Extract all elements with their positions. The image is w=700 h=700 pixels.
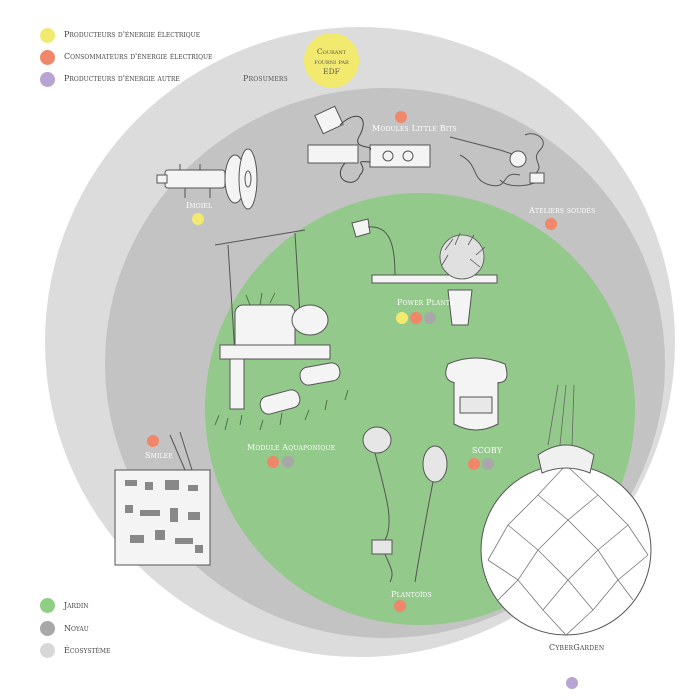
legend-dot-garden bbox=[40, 598, 55, 613]
circuit-board-sketch bbox=[110, 430, 215, 565]
label-plantoids: Plantoïds bbox=[391, 590, 432, 599]
dot-little-bits-consumer bbox=[395, 111, 407, 123]
dot-soldering-consumer bbox=[545, 218, 557, 230]
legend-label-electric-producer: Producteurs d'énergie électrique bbox=[64, 30, 201, 39]
dot-scoby-core bbox=[482, 458, 494, 470]
dot-cybergarden-other bbox=[566, 677, 578, 689]
dot-power-plant-producer bbox=[396, 312, 408, 324]
legend-dot-electric-consumer bbox=[40, 50, 55, 65]
motor-sketch bbox=[155, 145, 265, 215]
legend-label-other-producer: Producteurs d'énergie autre bbox=[64, 74, 180, 83]
legend-label-ecosystem: Écosystème bbox=[64, 646, 111, 655]
dot-plantoids-consumer bbox=[394, 600, 406, 612]
dot-aquaponic-consumer bbox=[267, 456, 279, 468]
label-aquaponic: Module Aquaponique bbox=[247, 443, 336, 452]
legend-dot-ecosystem bbox=[40, 643, 55, 658]
label-power-plant: Power Plante bbox=[397, 298, 455, 307]
legend-label-garden: Jardin bbox=[64, 601, 89, 610]
edf-supply-label: Courant fourni par EDF bbox=[314, 47, 349, 76]
plantoid-sketch bbox=[355, 422, 455, 587]
label-scoby: SCOBY bbox=[472, 446, 503, 455]
dot-circuit-board-consumer bbox=[147, 435, 159, 447]
label-cybergarden: CyberGarden bbox=[549, 643, 605, 652]
little-bits-sketch bbox=[300, 100, 440, 190]
dot-power-plant-consumer bbox=[410, 312, 422, 324]
dot-motor-producer bbox=[192, 213, 204, 225]
edf-supply-bubble bbox=[304, 33, 359, 88]
legend-label-core: Noyau bbox=[64, 624, 89, 633]
geodesic-sphere-sketch bbox=[478, 385, 658, 640]
dot-aquaponic-core bbox=[282, 456, 294, 468]
jar-sketch bbox=[440, 352, 515, 437]
label-motor: Imoiel bbox=[186, 201, 213, 210]
label-circuit-board: Smilee bbox=[145, 451, 173, 460]
dot-power-plant-core bbox=[424, 312, 436, 324]
legend-dot-electric-producer bbox=[40, 28, 55, 43]
soldering-sketch bbox=[440, 125, 560, 200]
legend-dot-other-producer bbox=[40, 72, 55, 87]
aquaponic-sketch bbox=[210, 225, 370, 440]
dot-scoby-consumer bbox=[468, 458, 480, 470]
power-plant-sketch bbox=[350, 215, 500, 330]
prosumers-label: Prosumers bbox=[243, 74, 288, 83]
legend-label-electric-consumer: Consommateurs d'énergie électrique bbox=[64, 52, 213, 61]
legend-dot-core bbox=[40, 621, 55, 636]
label-soldering: Ateliers soudés bbox=[529, 206, 596, 215]
label-little-bits: Modules Little Bits bbox=[372, 124, 457, 133]
